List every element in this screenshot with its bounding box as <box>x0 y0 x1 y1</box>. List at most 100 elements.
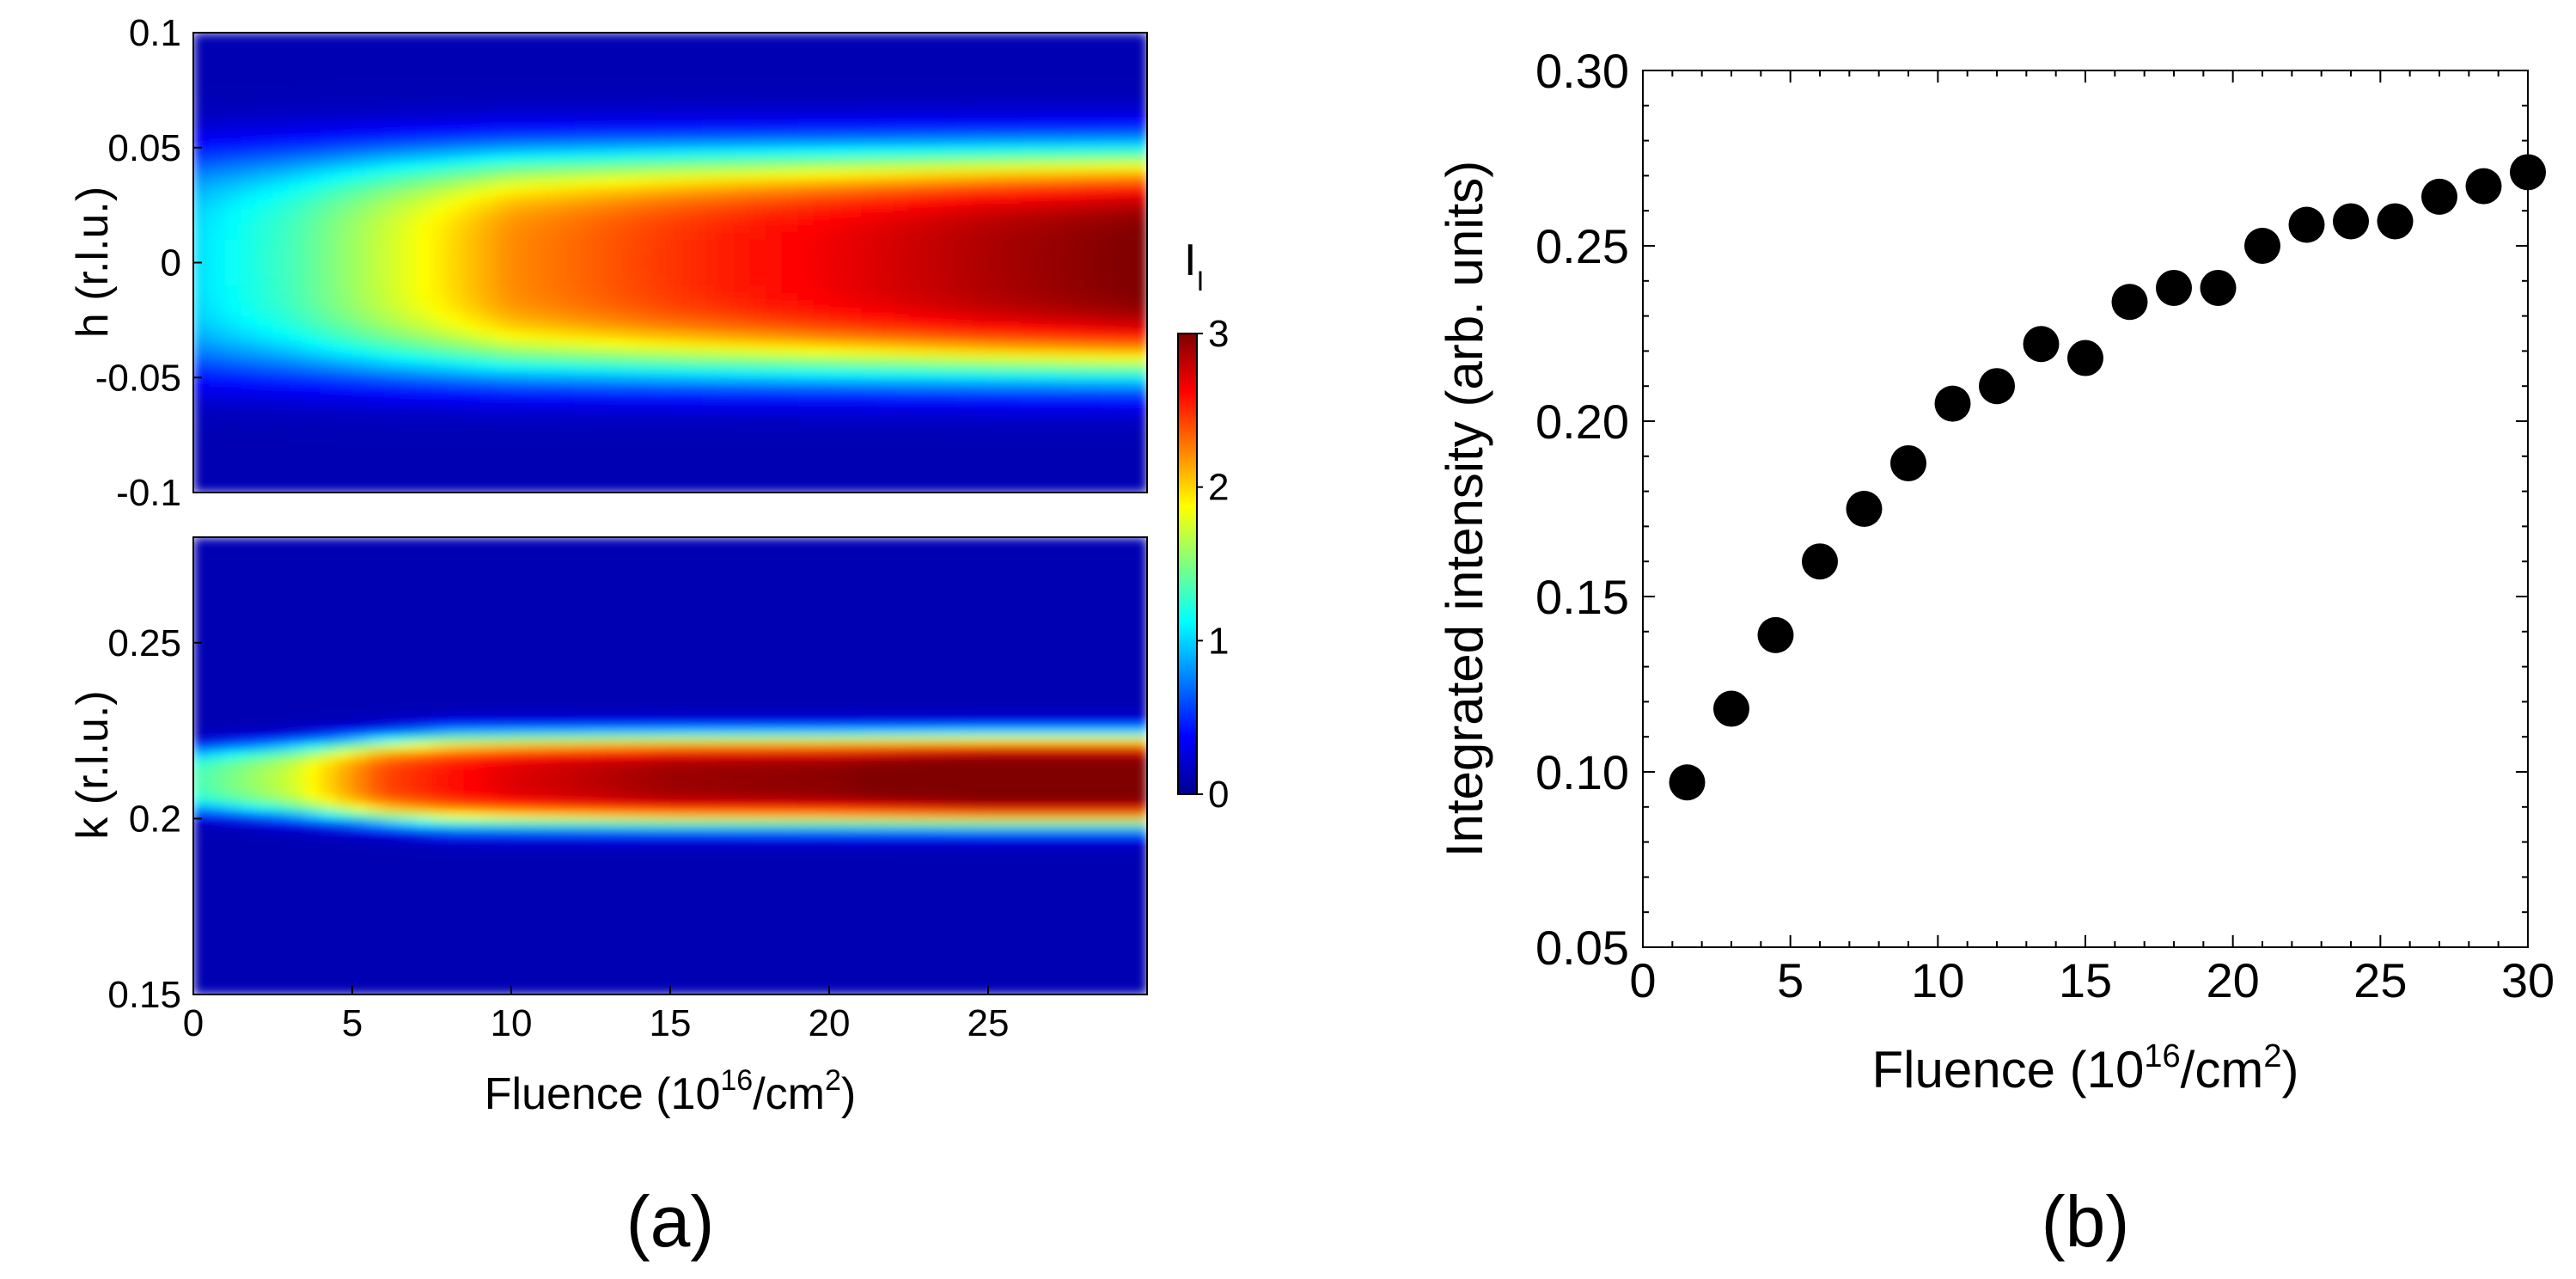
heatmap-cell <box>590 339 607 348</box>
heatmap-cell <box>416 780 433 790</box>
heatmap-cell <box>400 309 417 317</box>
heatmap-cell <box>352 682 369 691</box>
heatmap-cell <box>527 270 544 279</box>
heatmap-cell <box>876 209 894 217</box>
heatmap-cell <box>1052 101 1069 110</box>
heatmap-cell <box>622 401 639 409</box>
heatmap-cell <box>607 438 624 448</box>
heatmap-cell <box>320 819 338 828</box>
heatmap-cell <box>654 132 671 141</box>
heatmap-cell <box>813 109 830 118</box>
heatmap-cell <box>511 193 528 202</box>
heatmap-cell <box>304 485 321 493</box>
heatmap-cell <box>575 55 592 64</box>
heatmap-cell <box>1099 454 1116 463</box>
heatmap-cell <box>416 819 433 828</box>
heatmap-cell <box>686 485 703 493</box>
heatmap-cell <box>289 270 306 279</box>
heatmap-cell <box>988 385 1005 394</box>
heatmap-cell <box>559 155 576 164</box>
heatmap-cell <box>479 750 497 759</box>
heatmap-cell <box>1067 431 1084 440</box>
heatmap-cell <box>463 239 480 248</box>
heatmap-cell <box>876 78 894 88</box>
heatmap-cell <box>336 903 353 912</box>
heatmap-cell <box>320 162 338 172</box>
heatmap-cell <box>908 309 925 317</box>
heatmap-cell <box>845 377 862 386</box>
heatmap-cell <box>575 209 592 217</box>
heatmap-cell <box>320 401 338 409</box>
heatmap-cell <box>813 423 830 432</box>
heatmap-cell <box>495 331 512 340</box>
heatmap-cell <box>1052 309 1069 317</box>
heatmap-cell <box>257 636 274 645</box>
heatmap-cell <box>463 94 480 103</box>
heatmap-cell <box>876 315 894 325</box>
heatmap-cell <box>876 415 894 425</box>
heatmap-cell <box>622 415 639 425</box>
heatmap-cell <box>845 339 862 348</box>
heatmap-cell <box>893 155 910 164</box>
heatmap-cell <box>908 446 925 456</box>
heatmap-cell <box>241 979 258 988</box>
heatmap-cell <box>257 178 274 187</box>
heatmap-cell <box>320 597 338 607</box>
heatmap-cell <box>527 209 544 217</box>
heatmap-cell <box>829 485 846 493</box>
heatmap-cell <box>479 239 497 248</box>
heatmap-cell <box>257 431 274 440</box>
heatmap-cell <box>527 339 544 348</box>
heatmap-cell <box>225 231 242 241</box>
heatmap-cell <box>876 231 894 241</box>
heatmap-cell <box>893 301 910 309</box>
heatmap-cell <box>766 193 783 202</box>
heatmap-cell <box>241 33 258 41</box>
heatmap-cell <box>479 735 497 744</box>
heatmap-cell <box>384 247 401 256</box>
heatmap-cell <box>495 247 512 256</box>
heatmap-cell <box>463 727 480 737</box>
heatmap-cell <box>479 362 497 371</box>
heatmap-cell <box>225 301 242 309</box>
heatmap-cell <box>622 346 639 356</box>
heatmap-cell <box>336 462 353 471</box>
heatmap-cell <box>1067 33 1084 41</box>
heatmap-cell <box>463 743 480 752</box>
heatmap-cell <box>209 33 226 41</box>
heatmap-cell <box>1084 415 1101 425</box>
heatmap-cell <box>686 278 703 287</box>
heatmap-cell <box>876 109 894 118</box>
heatmap-cell <box>1115 346 1132 356</box>
heatmap-cell <box>575 323 592 333</box>
heatmap-cell <box>209 872 226 881</box>
heatmap-cell <box>304 948 321 958</box>
heatmap-cell <box>527 278 544 287</box>
heatmap-cell <box>766 431 783 440</box>
heatmap-cell <box>304 415 321 425</box>
heatmap-cell <box>925 477 942 486</box>
heatmap-cell <box>527 94 544 103</box>
heatmap-cell <box>925 223 942 233</box>
heatmap-cell <box>320 658 338 668</box>
heatmap-cell <box>1115 139 1132 149</box>
heatmap-cell <box>384 544 401 554</box>
heatmap-cell <box>972 147 989 156</box>
heatmap-cell <box>956 293 974 302</box>
heatmap-cell <box>1084 162 1101 172</box>
heatmap-cell <box>527 86 544 95</box>
heatmap-cell <box>304 270 321 279</box>
heatmap-cell <box>384 895 401 904</box>
heatmap-cell <box>241 857 258 866</box>
heatmap-cell <box>448 613 465 622</box>
heatmap-cell <box>1052 63 1069 72</box>
heatmap-cell <box>384 583 401 591</box>
heatmap-cell <box>686 262 703 272</box>
heatmap-cell <box>209 796 226 805</box>
heatmap-cell <box>749 223 766 233</box>
heatmap-cell <box>241 910 258 920</box>
heatmap-cell <box>431 910 449 920</box>
heatmap-cell <box>272 331 290 340</box>
heatmap-cell <box>209 132 226 141</box>
heatmap-cell <box>1052 407 1069 417</box>
